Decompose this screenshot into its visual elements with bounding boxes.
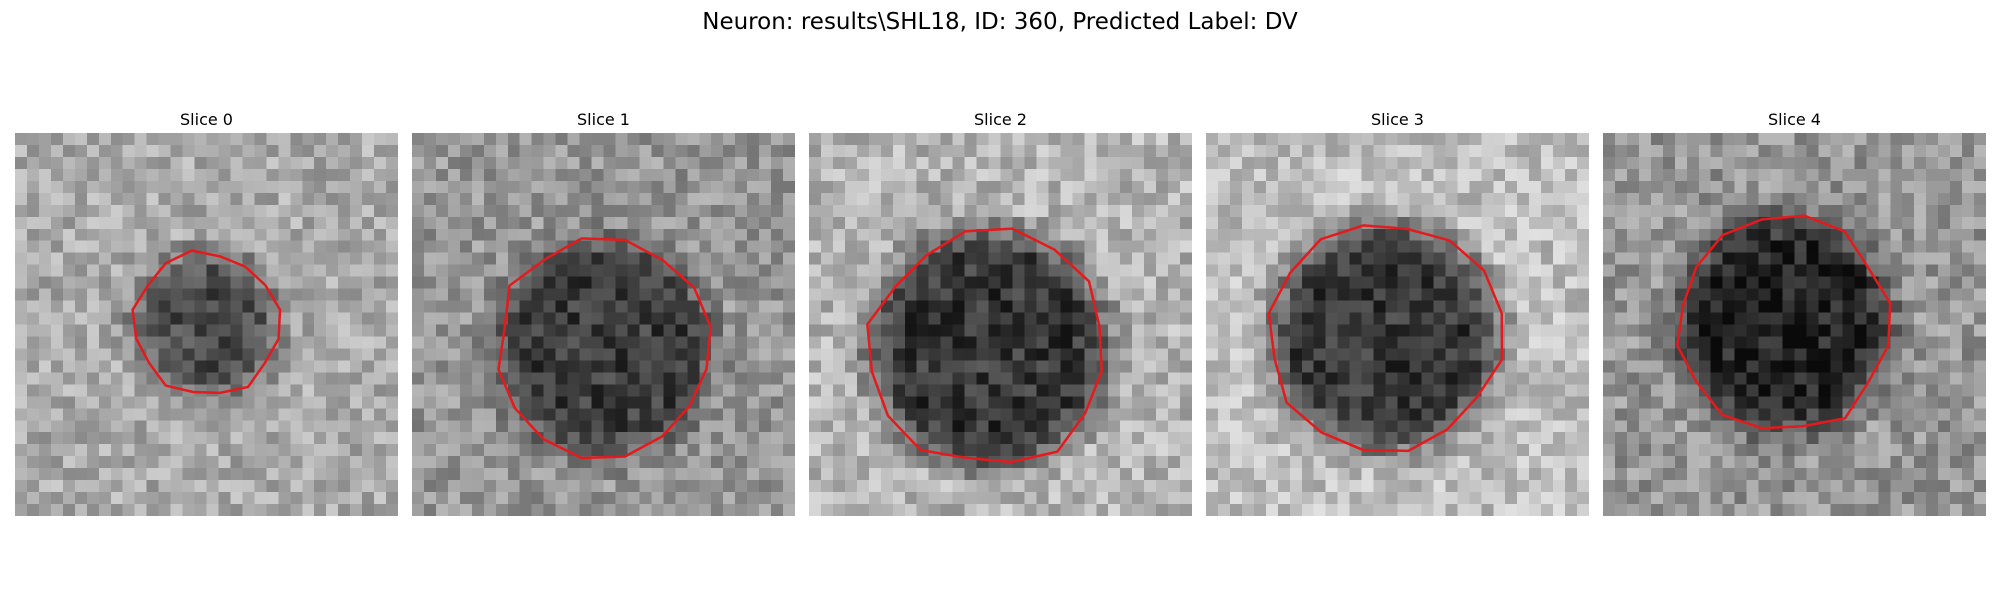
- segmentation-contour: [1267, 224, 1504, 453]
- slice-panel-1: Slice 1: [412, 109, 795, 516]
- segmentation-contour: [131, 249, 282, 395]
- slice-panel-2: Slice 2: [809, 109, 1192, 516]
- segmentation-contour: [866, 227, 1104, 464]
- slice-panel-4: Slice 4: [1603, 109, 1986, 516]
- segmentation-contour: [1675, 214, 1892, 430]
- slice-image-4: [1603, 133, 1986, 516]
- slice-title-0: Slice 0: [180, 110, 233, 129]
- slice-title-2: Slice 2: [974, 110, 1027, 129]
- slice-panel-3: Slice 3: [1206, 109, 1589, 516]
- figure-title: Neuron: results\SHL18, ID: 360, Predicte…: [702, 9, 1298, 35]
- slice-image-1: [412, 133, 795, 516]
- slice-title-3: Slice 3: [1371, 110, 1424, 129]
- slice-image-2: [809, 133, 1192, 516]
- segmentation-contour: [497, 237, 712, 460]
- slice-title-1: Slice 1: [577, 110, 630, 129]
- slice-title-4: Slice 4: [1768, 110, 1821, 129]
- slice-image-3: [1206, 133, 1589, 516]
- slice-image-0: [15, 133, 398, 516]
- slice-panel-0: Slice 0: [15, 109, 398, 516]
